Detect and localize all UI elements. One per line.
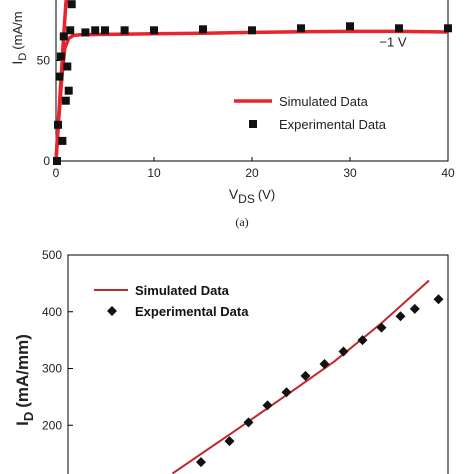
panel-a-caption: (a) xyxy=(235,215,248,229)
panel-a-series-line-simulated-data xyxy=(54,29,449,162)
panel-b-y-tick-label: 200 xyxy=(42,418,62,432)
panel-a-experimental-point xyxy=(248,26,256,35)
panel-a-legend-experimental-swatch xyxy=(249,120,257,128)
panel-a-experimental-point xyxy=(54,120,62,129)
panel-b-experimental-point xyxy=(281,387,292,398)
panel-a-x-tick-label: 40 xyxy=(441,166,455,180)
panel-b-chart: 200 300 400 500 ID (mA/mm) Simulated Data Ex… xyxy=(13,248,449,474)
panel-a-y-label-sub: D xyxy=(17,53,29,61)
panel-a-annotation: −1 V xyxy=(379,34,406,49)
panel-b-legend-experimental-label: Experimental Data xyxy=(135,304,249,319)
panel-a-experimental-point xyxy=(150,26,158,35)
panel-a-experimental-point xyxy=(64,86,73,95)
panel-a-plot-frame xyxy=(55,0,449,162)
panel-a-x-tick-label: 20 xyxy=(245,166,259,180)
panel-a-experimental-point xyxy=(101,26,109,35)
panel-a-experimental-point xyxy=(395,24,403,33)
panel-a-experimental-point xyxy=(444,24,452,33)
panel-a-experimental-point xyxy=(297,24,305,33)
panel-a-series-line-branch-1 xyxy=(54,0,68,162)
panel-b-y-tick-label: 500 xyxy=(42,248,62,262)
panel-a-chart: 0 10 20 30 40 0 50 −1 V ID (mA/m VDS (V) (a) Sim… xyxy=(9,0,455,229)
panel-a-experimental-point xyxy=(66,26,75,35)
panel-a-y-label-main: I xyxy=(9,61,25,65)
panel-a-x-label-main: V xyxy=(229,186,239,202)
panel-b-plot-frame xyxy=(67,254,449,474)
panel-b-experimental-point xyxy=(338,346,349,357)
panel-b-legend-experimental-swatch xyxy=(107,306,117,316)
panel-b-experimental-point xyxy=(357,335,368,346)
panel-b-experimental-point xyxy=(243,417,254,428)
panel-a-experimental-point xyxy=(56,52,65,61)
panel-a-experimental-point xyxy=(58,136,67,145)
panel-a-experimental-point xyxy=(63,62,72,71)
panel-b-experimental-point xyxy=(409,303,420,314)
panel-a-experimental-point xyxy=(91,26,100,35)
panel-b-legend-simulated-label: Simulated Data xyxy=(135,283,230,298)
panel-a-experimental-point xyxy=(59,32,68,41)
panel-a-experimental-point xyxy=(120,26,129,35)
panel-a-y-axis-label: ID (mA/m xyxy=(9,11,29,64)
panel-a-experimental-point xyxy=(53,157,61,165)
panel-b-experimental-point xyxy=(196,457,206,468)
panel-a-experimental-point xyxy=(199,25,207,34)
panel-b-y-axis-label: ID (mA/mm) xyxy=(13,334,36,426)
panel-a-x-tick-label: 30 xyxy=(343,166,357,180)
panel-a-legend-simulated-label: Simulated Data xyxy=(279,94,369,109)
panel-a-y-tick-label: 50 xyxy=(37,54,51,68)
panel-a-legend-experimental-label: Experimental Data xyxy=(279,117,387,132)
panel-b-y-label-sub: D xyxy=(21,412,36,421)
panel-a-x-tick-label: 0 xyxy=(53,166,60,180)
panel-b-legend: Simulated Data Experimental Data xyxy=(94,283,249,319)
panel-b-experimental-point xyxy=(376,322,387,333)
panel-a-x-axis-label: VDS (V) xyxy=(229,186,275,206)
panel-a-series xyxy=(53,0,452,165)
panel-a-experimental-point xyxy=(81,28,90,37)
panel-b-experimental-point xyxy=(300,370,311,381)
panel-b-ticks: 200 300 400 500 xyxy=(42,248,73,432)
panel-b-series-line-simulated-data xyxy=(171,279,430,474)
panel-b-experimental-point xyxy=(224,436,235,447)
panel-a-experimental-point xyxy=(346,22,354,31)
panel-b-series xyxy=(171,279,444,474)
panel-b-experimental-point xyxy=(433,294,444,305)
panel-b-experimental-point xyxy=(319,359,330,369)
panel-a-experimental-point xyxy=(61,96,70,105)
panel-a-y-label-unit: (mA/m xyxy=(10,11,25,49)
panel-b-y-tick-label: 300 xyxy=(42,362,62,376)
panel-b-experimental-point xyxy=(262,400,273,411)
panel-a-experimental-point xyxy=(67,0,76,9)
panel-a-legend: Simulated Data Experimental Data xyxy=(234,94,387,132)
panel-b-y-label-unit: (mA/mm) xyxy=(13,334,32,408)
panel-b-y-tick-label: 400 xyxy=(42,305,62,319)
panel-b-y-label-main: I xyxy=(13,421,32,426)
panel-a-y-tick-label: 0 xyxy=(43,154,50,168)
panel-a-x-tick-label: 10 xyxy=(147,166,161,180)
panel-a-x-label-unit: (V) xyxy=(258,187,275,202)
panel-a-experimental-point xyxy=(55,72,64,81)
panel-b-experimental-point xyxy=(395,311,406,322)
panel-a-x-label-sub: DS xyxy=(238,192,255,206)
